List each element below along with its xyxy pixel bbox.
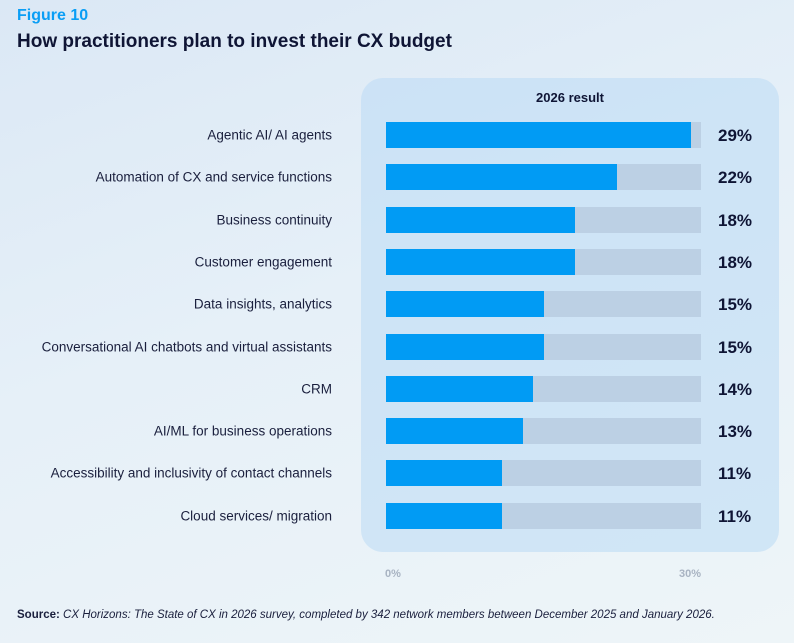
category-label: Conversational AI chatbots and virtual a… <box>41 339 332 354</box>
bar <box>386 375 533 402</box>
category-label: Business continuity <box>216 212 332 228</box>
value-label: 11% <box>718 464 752 484</box>
category-label: Automation of CX and service functions <box>95 169 332 185</box>
value-label: 13% <box>718 422 753 442</box>
bar-track <box>386 333 701 360</box>
value-label: 29% <box>718 126 753 145</box>
category-label: Agentic AI/ AI agents <box>207 127 332 143</box>
bar-track <box>386 502 701 529</box>
value-label: 18% <box>718 210 753 230</box>
value-label: 11% <box>718 506 752 526</box>
category-label: Accessibility and inclusivity of contact… <box>50 465 332 481</box>
bar <box>386 418 523 445</box>
bar <box>386 502 502 529</box>
bar-track <box>386 248 701 275</box>
bar-track <box>386 164 701 191</box>
figure-label: Figure 10 <box>17 7 89 24</box>
bar-track <box>386 206 701 233</box>
category-label: Cloud services/ migration <box>180 508 332 524</box>
value-label: 18% <box>718 252 753 272</box>
bar <box>386 122 691 148</box>
panel-title: 2026 result <box>536 90 604 105</box>
x-tick-30: 30% <box>679 568 702 580</box>
bar <box>386 164 617 191</box>
bar <box>386 333 544 360</box>
chart-title: How practitioners plan to invest their C… <box>17 31 452 52</box>
bar-track <box>386 375 701 402</box>
source-note: Source: CX Horizons: The State of CX in … <box>17 609 715 621</box>
source-text: CX Horizons: The State of CX in 2026 sur… <box>59 609 715 621</box>
bar-track <box>386 291 701 318</box>
x-tick-0: 0% <box>385 568 401 580</box>
bar-track <box>386 418 701 445</box>
value-label: 22% <box>718 168 753 188</box>
category-label: Data insights, analytics <box>193 296 332 312</box>
bar <box>386 291 544 318</box>
category-label: CRM <box>301 381 332 397</box>
value-label: 15% <box>718 337 753 357</box>
bar-track <box>386 460 701 487</box>
bar-track <box>386 122 701 148</box>
bar <box>386 248 575 275</box>
category-label: AI/ML for business operations <box>153 423 332 439</box>
source-label: Source: <box>17 609 60 621</box>
category-label: Customer engagement <box>194 254 332 270</box>
value-label: 15% <box>718 295 753 315</box>
value-label: 14% <box>718 379 753 399</box>
bar <box>386 206 575 233</box>
bar <box>386 460 502 487</box>
